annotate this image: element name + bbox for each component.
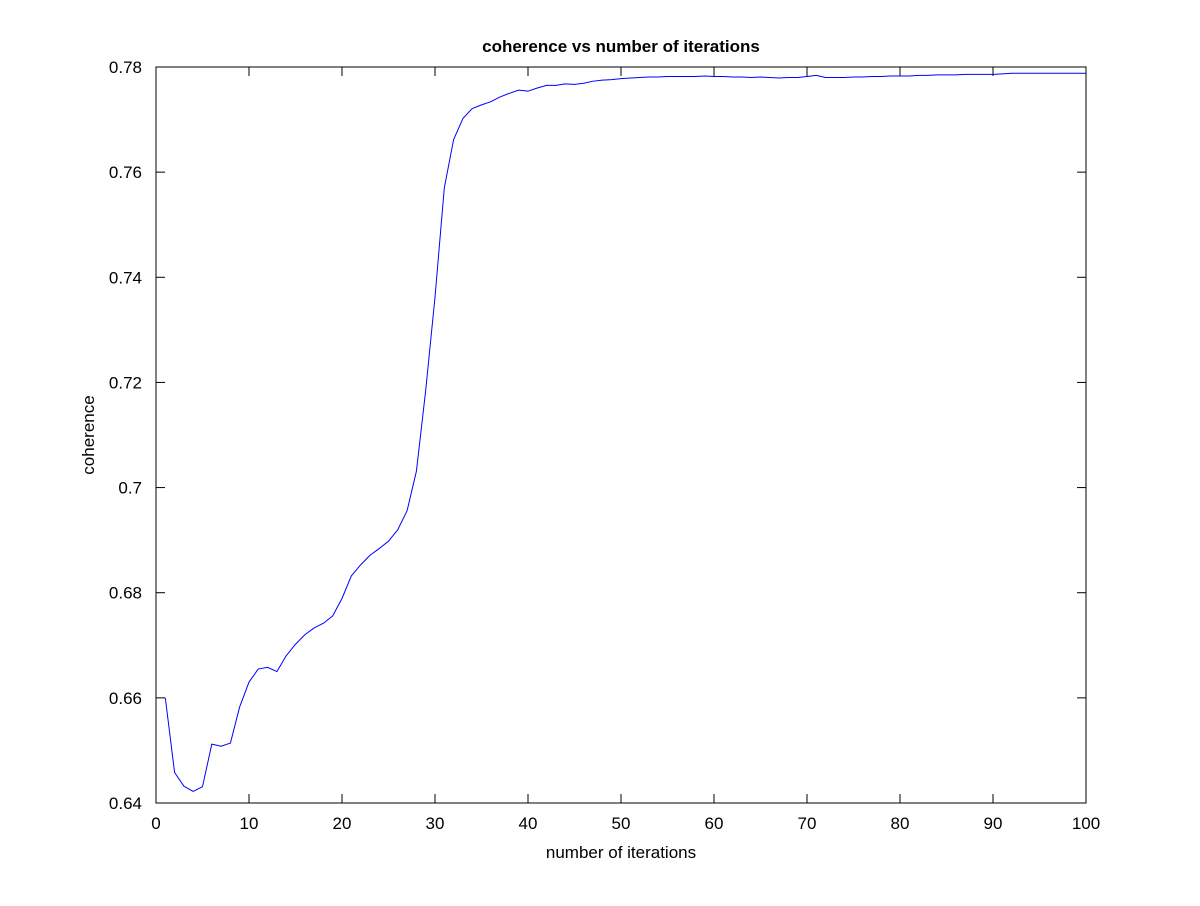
chart-title: coherence vs number of iterations [482, 37, 760, 56]
x-axis-label: number of iterations [546, 843, 696, 862]
x-tick-label: 90 [984, 814, 1003, 833]
x-tick-label: 50 [612, 814, 631, 833]
x-tick-label: 80 [891, 814, 910, 833]
y-axis-label: coherence [79, 395, 98, 474]
x-tick-label: 10 [240, 814, 259, 833]
y-tick-label: 0.66 [109, 689, 142, 708]
x-tick-label: 30 [426, 814, 445, 833]
x-tick-label: 40 [519, 814, 538, 833]
plot-area [156, 67, 1086, 803]
x-tick-labels: 0 10 20 30 40 50 60 70 80 90 100 [151, 814, 1100, 833]
y-tick-label: 0.7 [118, 479, 142, 498]
y-tick-label: 0.64 [109, 794, 142, 813]
series-layer [164, 72, 1086, 792]
x-tick-label: 100 [1072, 814, 1100, 833]
y-tick-label: 0.68 [109, 584, 142, 603]
y-tick-label: 0.78 [109, 58, 142, 77]
x-tick-label: 0 [151, 814, 160, 833]
x-tick-label: 70 [798, 814, 817, 833]
y-tick-labels: 0.64 0.66 0.68 0.7 0.72 0.74 0.76 0.78 [109, 58, 142, 813]
y-tick-label: 0.72 [109, 373, 142, 392]
series-line-1 [164, 72, 1086, 792]
y-tick-label: 0.74 [109, 268, 142, 287]
y-tick-label: 0.76 [109, 163, 142, 182]
x-tick-label: 60 [705, 814, 724, 833]
x-tick-label: 20 [333, 814, 352, 833]
axes-frame [155, 66, 1087, 804]
